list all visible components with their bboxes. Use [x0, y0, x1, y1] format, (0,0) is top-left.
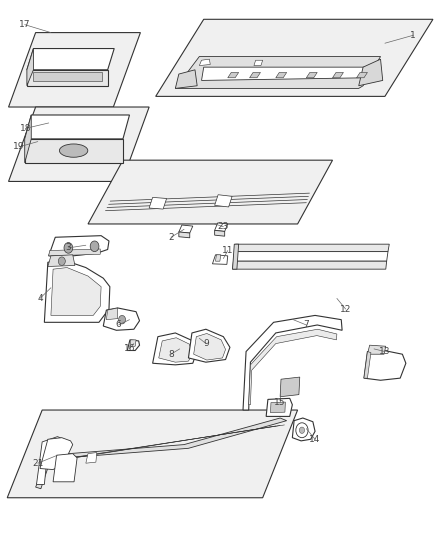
- Polygon shape: [201, 67, 367, 80]
- Polygon shape: [36, 437, 64, 484]
- Circle shape: [64, 243, 73, 253]
- Polygon shape: [25, 139, 123, 163]
- Polygon shape: [306, 72, 317, 78]
- Ellipse shape: [60, 144, 88, 157]
- Text: 18: 18: [20, 124, 32, 133]
- Polygon shape: [155, 19, 433, 96]
- Circle shape: [296, 423, 308, 438]
- Polygon shape: [106, 308, 118, 320]
- Text: 11: 11: [222, 246, 233, 255]
- Polygon shape: [332, 72, 343, 78]
- Polygon shape: [9, 33, 141, 107]
- Polygon shape: [249, 329, 337, 405]
- Polygon shape: [215, 223, 228, 231]
- Polygon shape: [152, 333, 197, 365]
- Polygon shape: [44, 260, 110, 322]
- Polygon shape: [49, 236, 109, 256]
- Polygon shape: [266, 398, 292, 416]
- Polygon shape: [130, 340, 136, 346]
- Polygon shape: [254, 60, 263, 66]
- Polygon shape: [9, 107, 149, 181]
- Circle shape: [90, 241, 99, 252]
- Polygon shape: [233, 261, 387, 269]
- Polygon shape: [25, 115, 31, 163]
- Polygon shape: [233, 252, 388, 261]
- Text: 23: 23: [218, 222, 229, 231]
- Polygon shape: [7, 410, 297, 498]
- Text: 6: 6: [116, 320, 121, 329]
- Polygon shape: [25, 115, 130, 139]
- Text: 2: 2: [168, 233, 174, 242]
- Polygon shape: [27, 49, 33, 86]
- Text: 3: 3: [66, 244, 71, 253]
- Polygon shape: [243, 316, 342, 410]
- Polygon shape: [250, 72, 261, 78]
- Polygon shape: [228, 72, 239, 78]
- Polygon shape: [292, 418, 315, 441]
- Circle shape: [299, 427, 304, 433]
- Polygon shape: [33, 72, 102, 82]
- Polygon shape: [86, 453, 97, 463]
- Text: 21: 21: [32, 459, 43, 467]
- Polygon shape: [215, 195, 232, 207]
- Circle shape: [119, 316, 126, 324]
- Polygon shape: [367, 345, 386, 354]
- Circle shape: [58, 257, 65, 265]
- Text: 1: 1: [410, 31, 416, 40]
- Text: 4: 4: [37, 294, 43, 303]
- Polygon shape: [271, 402, 286, 413]
- Polygon shape: [215, 255, 221, 261]
- Text: 19: 19: [13, 142, 25, 151]
- Polygon shape: [48, 255, 75, 266]
- Polygon shape: [49, 249, 100, 256]
- Polygon shape: [364, 351, 406, 380]
- Polygon shape: [27, 49, 114, 70]
- Polygon shape: [88, 160, 332, 224]
- Text: 9: 9: [203, 339, 209, 348]
- Polygon shape: [35, 418, 287, 489]
- Text: 7: 7: [304, 320, 309, 329]
- Polygon shape: [179, 225, 193, 233]
- Polygon shape: [179, 232, 190, 238]
- Polygon shape: [364, 352, 371, 378]
- Polygon shape: [51, 268, 101, 316]
- Text: 13: 13: [379, 347, 391, 356]
- Text: 15: 15: [274, 398, 286, 407]
- Polygon shape: [280, 377, 300, 397]
- Polygon shape: [53, 454, 77, 482]
- Polygon shape: [127, 340, 140, 351]
- Text: 17: 17: [19, 20, 31, 29]
- Text: 12: 12: [340, 304, 351, 313]
- Polygon shape: [212, 255, 228, 264]
- Polygon shape: [27, 70, 108, 86]
- Polygon shape: [159, 338, 193, 362]
- Text: 14: 14: [309, 435, 321, 444]
- Text: 16: 16: [124, 344, 135, 353]
- Polygon shape: [199, 59, 210, 66]
- Polygon shape: [149, 197, 166, 209]
- Polygon shape: [276, 72, 287, 78]
- Polygon shape: [357, 72, 367, 78]
- Polygon shape: [233, 244, 239, 269]
- Polygon shape: [175, 56, 381, 88]
- Polygon shape: [215, 230, 225, 236]
- Polygon shape: [188, 329, 230, 362]
- Polygon shape: [40, 438, 73, 470]
- Polygon shape: [194, 334, 226, 360]
- Polygon shape: [359, 59, 383, 86]
- Polygon shape: [175, 70, 197, 88]
- Polygon shape: [234, 244, 389, 252]
- Text: 8: 8: [168, 350, 174, 359]
- Polygon shape: [103, 308, 140, 330]
